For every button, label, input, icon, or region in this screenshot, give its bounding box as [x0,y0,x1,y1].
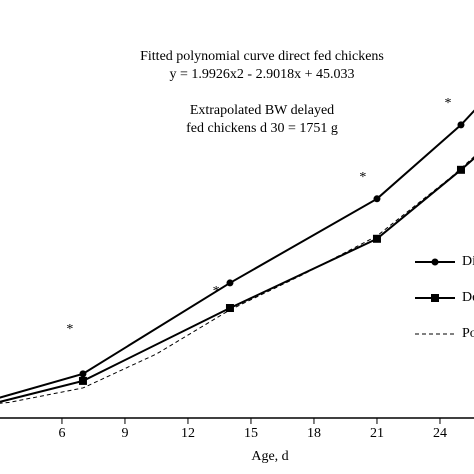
title-line: y = 1.9926x2 - 2.9018x + 45.033 [170,67,355,82]
legend-label: Polynomial [462,326,474,341]
series-line [0,156,474,404]
legend-label: Direct fed [462,254,474,269]
marker [372,234,381,243]
marker [373,195,381,203]
legend-label: Delayed fed [462,290,474,305]
x-tick-label: 9 [121,426,128,441]
marker [457,121,465,129]
title-line: fed chickens d 30 = 1751 g [186,121,338,136]
marker [79,370,87,378]
annotation: * [213,284,220,299]
x-axis-label: Age, d [251,449,288,464]
marker [226,279,234,287]
marker [431,294,439,302]
x-tick-label: 12 [181,426,195,441]
title-line: Fitted polynomial curve direct fed chick… [140,49,384,64]
series-line [0,157,474,403]
x-tick-label: 15 [244,426,258,441]
title-line: Extrapolated BW delayed [190,103,334,118]
annotation: * [444,96,451,111]
plot-area [0,109,474,404]
x-tick-label: 21 [370,426,384,441]
marker [225,304,234,313]
marker [456,165,465,174]
annotation: * [359,170,366,185]
marker [78,376,87,385]
x-tick-label: 18 [307,426,321,441]
series-line [0,109,474,399]
marker [431,258,439,266]
x-tick-label: 6 [58,426,65,441]
x-tick-label: 24 [433,426,447,441]
annotation: * [66,322,73,337]
